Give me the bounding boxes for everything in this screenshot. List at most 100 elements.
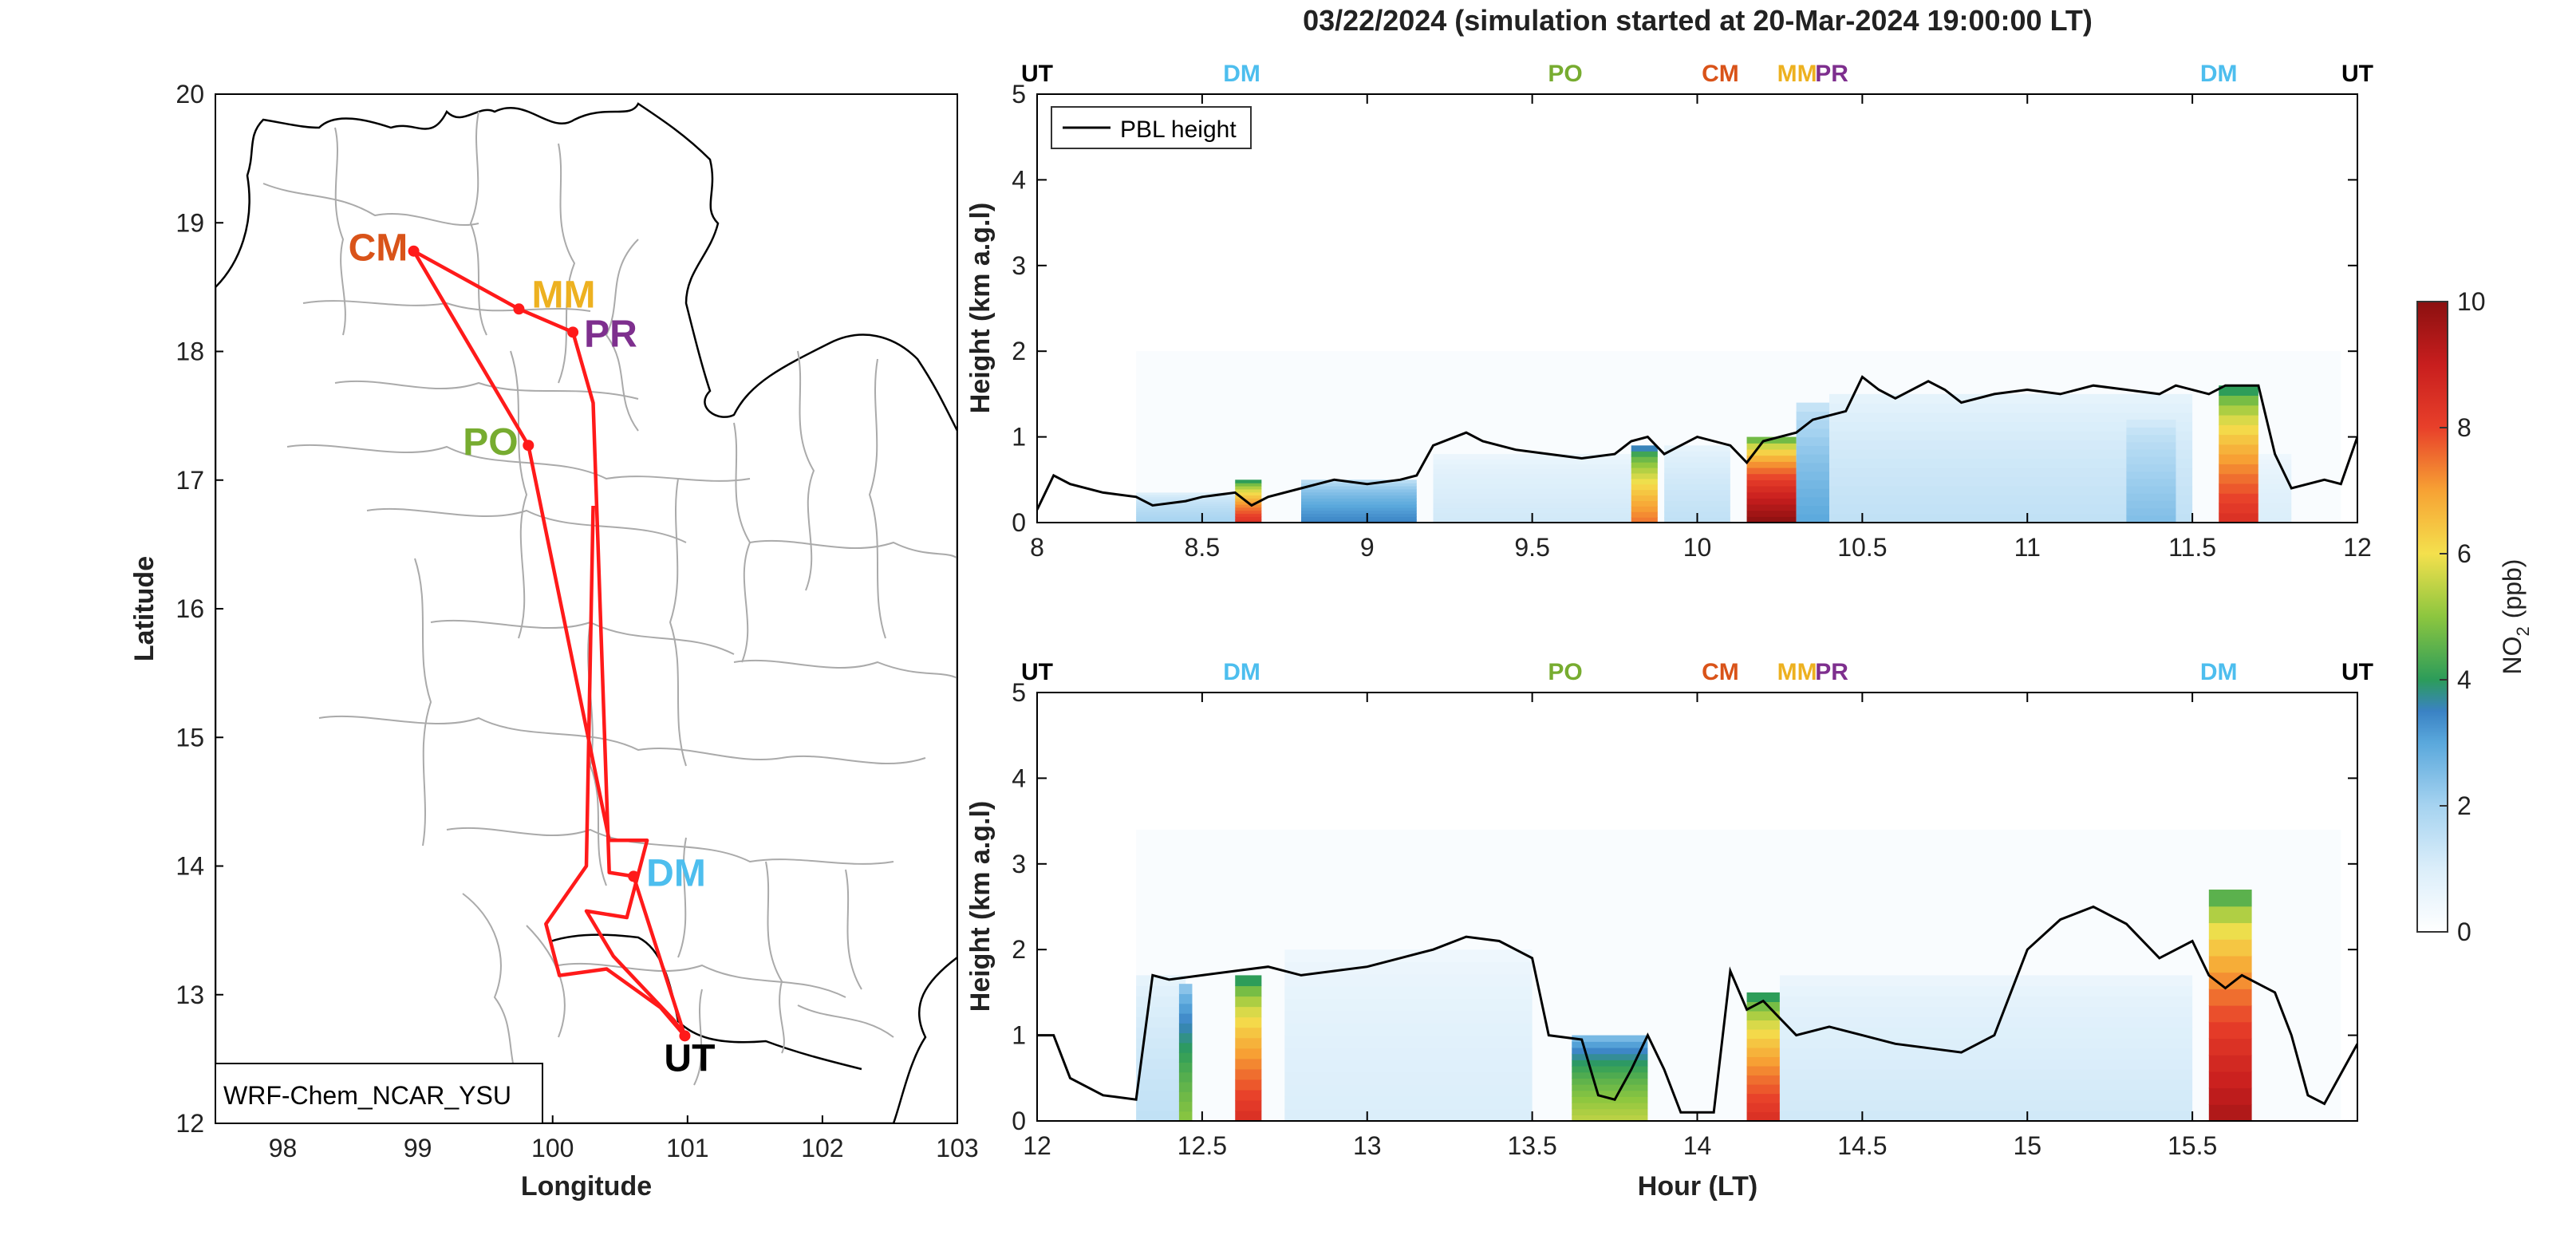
map-y-tick-label: 15 <box>176 723 204 752</box>
y-tick-label: 5 <box>1012 678 1026 707</box>
no2-cell <box>1664 462 1730 468</box>
site-marker-label: PO <box>1548 61 1582 87</box>
x-label-bottom: Hour (LT) <box>1638 1171 1757 1202</box>
no2-cell <box>1284 1035 1533 1048</box>
pbl-height-line <box>1037 375 2357 511</box>
no2-cell <box>1136 501 1252 504</box>
no2-cell <box>1779 1089 2193 1101</box>
no2-cell <box>1631 451 1658 457</box>
no2-cell <box>1664 445 1730 452</box>
no2-cell <box>1433 498 1631 504</box>
no2-cell <box>2208 922 2252 940</box>
no2-cell <box>1829 448 2193 460</box>
no2-cell <box>1779 1027 2193 1039</box>
site-dot <box>513 303 525 315</box>
no2-cell <box>2126 420 2176 428</box>
y-ticks-bottom: 0 1 2 3 4 5 <box>1012 678 2357 1135</box>
site-dot <box>523 440 535 452</box>
no2-cell <box>2219 404 2258 416</box>
no2-cell <box>1136 1068 1186 1080</box>
no2-cell <box>1235 503 1262 508</box>
map-y-tick-label: 13 <box>176 981 204 1009</box>
no2-cell <box>1284 1047 1533 1060</box>
no2-cell <box>1746 443 1797 450</box>
no2-cell <box>1178 993 1193 1004</box>
y-label-bottom: Height (km a.g.l) <box>965 801 996 1012</box>
colorbar-label: NO2 (ppb) <box>2498 559 2533 675</box>
no2-cell <box>1829 458 2193 468</box>
no2-cell <box>1301 491 1417 496</box>
no2-cell <box>1829 430 2193 441</box>
colorbar-tick-label: 0 <box>2457 917 2471 946</box>
site-marker-label: MM <box>1777 61 1817 87</box>
no2-cell <box>2258 468 2292 475</box>
no2-cell <box>1235 488 1262 493</box>
x-tick-label: 13 <box>1353 1131 1382 1160</box>
no2-cell <box>1433 493 1631 499</box>
no2-cell <box>2126 456 2176 464</box>
no2-cell <box>2258 503 2292 509</box>
no2-cell <box>1284 1010 1533 1024</box>
x-tick-label: 9 <box>1360 533 1375 562</box>
no2-cell <box>1796 496 1829 507</box>
colorbar-label-unit: (ppb) <box>2498 559 2527 619</box>
no2-cell <box>1631 462 1658 468</box>
no2-cell <box>2219 493 2258 504</box>
no2-cell <box>1235 1016 1262 1028</box>
site-marker-label: DM <box>2200 61 2238 87</box>
no2-cell <box>2258 512 2292 519</box>
no2-cell <box>1829 513 2193 523</box>
no2-cell <box>1746 1102 1780 1113</box>
no2-cell <box>1178 1052 1193 1063</box>
no2-cell <box>1301 495 1417 499</box>
no2-cell <box>1631 456 1658 463</box>
no2-cell <box>1572 1041 1648 1048</box>
site-label: CM <box>349 227 408 270</box>
no2-cell <box>2126 427 2176 436</box>
map-x-tick-label: 102 <box>801 1134 843 1162</box>
no2-cell <box>1284 998 1533 1012</box>
no2-cell <box>1572 1060 1648 1067</box>
no2-cell <box>1433 454 1631 460</box>
no2-cell <box>1301 516 1417 520</box>
no2-cell <box>2219 385 2258 397</box>
y-tick-label: 3 <box>1012 251 1026 280</box>
no2-cell <box>1301 485 1417 490</box>
no2-cell <box>1746 1083 1780 1095</box>
no2-cell <box>1746 1056 1780 1067</box>
no2-cell <box>1235 516 1262 520</box>
x-tick-label: 10.5 <box>1837 533 1887 562</box>
no2-cell <box>2126 493 2176 501</box>
no2-cell <box>1746 455 1797 462</box>
no2-cell <box>1796 436 1829 446</box>
no2-cell <box>1235 485 1262 490</box>
y-tick-label: 1 <box>1012 1021 1026 1050</box>
no2-cell <box>1829 476 2193 487</box>
map-x-tick-label: 103 <box>936 1134 978 1162</box>
no2-cell <box>1136 520 1252 523</box>
no2-cell <box>1796 402 1829 412</box>
no2-cell <box>1433 503 1631 509</box>
no2-cell <box>2208 955 2252 973</box>
no2-cell <box>1779 996 2193 1008</box>
no2-cell <box>2208 989 2252 1006</box>
colorbar-label-species: NO <box>2498 636 2527 674</box>
no2-cell <box>1301 479 1417 483</box>
no2-cell <box>1136 495 1252 498</box>
no2-cell <box>1664 506 1730 512</box>
no2-cell <box>1433 459 1631 464</box>
no2-cell <box>1664 489 1730 496</box>
colorbar-tick-label: 10 <box>2457 287 2486 316</box>
no2-cell <box>1796 505 1829 515</box>
map-y-tick-label: 16 <box>176 594 204 623</box>
y-tick-label: 4 <box>1012 764 1026 792</box>
no2-cell <box>2126 471 2176 479</box>
no2-cell <box>1572 1065 1648 1073</box>
no2-cell <box>2126 485 2176 494</box>
no2-cell <box>1796 454 1829 464</box>
y-tick-label: 0 <box>1012 508 1026 537</box>
site-dot <box>567 326 579 338</box>
no2-cell <box>1631 500 1658 507</box>
no2-cell <box>1284 961 1533 975</box>
